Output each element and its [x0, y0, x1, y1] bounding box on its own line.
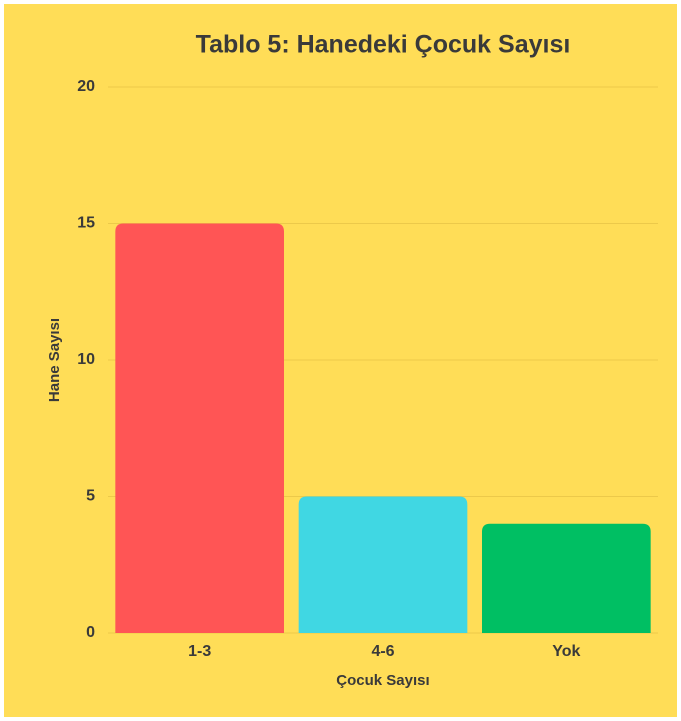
y-tick-label: 20	[77, 78, 95, 95]
x-tick-label: 4-6	[371, 643, 394, 660]
x-axis-title: Çocuk Sayısı	[336, 672, 429, 689]
chart-title: Tablo 5: Hanedeki Çocuk Sayısı	[196, 31, 571, 59]
y-tick-label: 0	[86, 624, 95, 641]
y-tick-label: 10	[77, 351, 95, 368]
bar	[482, 523, 651, 633]
bar	[298, 496, 468, 633]
x-tick-label: 1-3	[188, 643, 211, 660]
y-axis-title: Hane Sayısı	[46, 318, 63, 402]
y-tick-label: 5	[86, 488, 95, 505]
bar	[115, 223, 284, 633]
x-tick-label: Yok	[552, 643, 580, 660]
y-tick-label: 15	[77, 215, 95, 232]
